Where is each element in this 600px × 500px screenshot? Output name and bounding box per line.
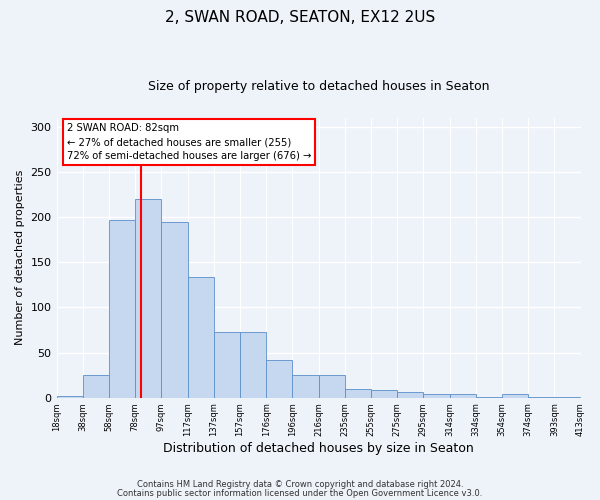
Bar xyxy=(371,390,397,398)
Text: Contains public sector information licensed under the Open Government Licence v3: Contains public sector information licen… xyxy=(118,489,482,498)
Bar xyxy=(214,332,240,398)
Text: Contains HM Land Registry data © Crown copyright and database right 2024.: Contains HM Land Registry data © Crown c… xyxy=(137,480,463,489)
Bar xyxy=(424,394,449,398)
Bar xyxy=(266,360,292,398)
Title: Size of property relative to detached houses in Seaton: Size of property relative to detached ho… xyxy=(148,80,489,93)
Bar xyxy=(161,222,188,398)
Bar xyxy=(502,394,528,398)
Bar xyxy=(528,397,554,398)
Bar xyxy=(83,375,109,398)
Bar xyxy=(554,397,580,398)
Bar xyxy=(476,397,502,398)
X-axis label: Distribution of detached houses by size in Seaton: Distribution of detached houses by size … xyxy=(163,442,474,455)
Bar xyxy=(240,332,266,398)
Text: 2 SWAN ROAD: 82sqm
← 27% of detached houses are smaller (255)
72% of semi-detach: 2 SWAN ROAD: 82sqm ← 27% of detached hou… xyxy=(67,124,311,162)
Bar xyxy=(345,388,371,398)
Bar xyxy=(135,199,161,398)
Bar xyxy=(109,220,135,398)
Bar xyxy=(188,276,214,398)
Bar xyxy=(397,392,424,398)
Bar xyxy=(449,394,476,398)
Bar xyxy=(292,375,319,398)
Bar xyxy=(319,375,345,398)
Text: 2, SWAN ROAD, SEATON, EX12 2US: 2, SWAN ROAD, SEATON, EX12 2US xyxy=(165,10,435,25)
Y-axis label: Number of detached properties: Number of detached properties xyxy=(15,170,25,346)
Bar xyxy=(56,396,83,398)
